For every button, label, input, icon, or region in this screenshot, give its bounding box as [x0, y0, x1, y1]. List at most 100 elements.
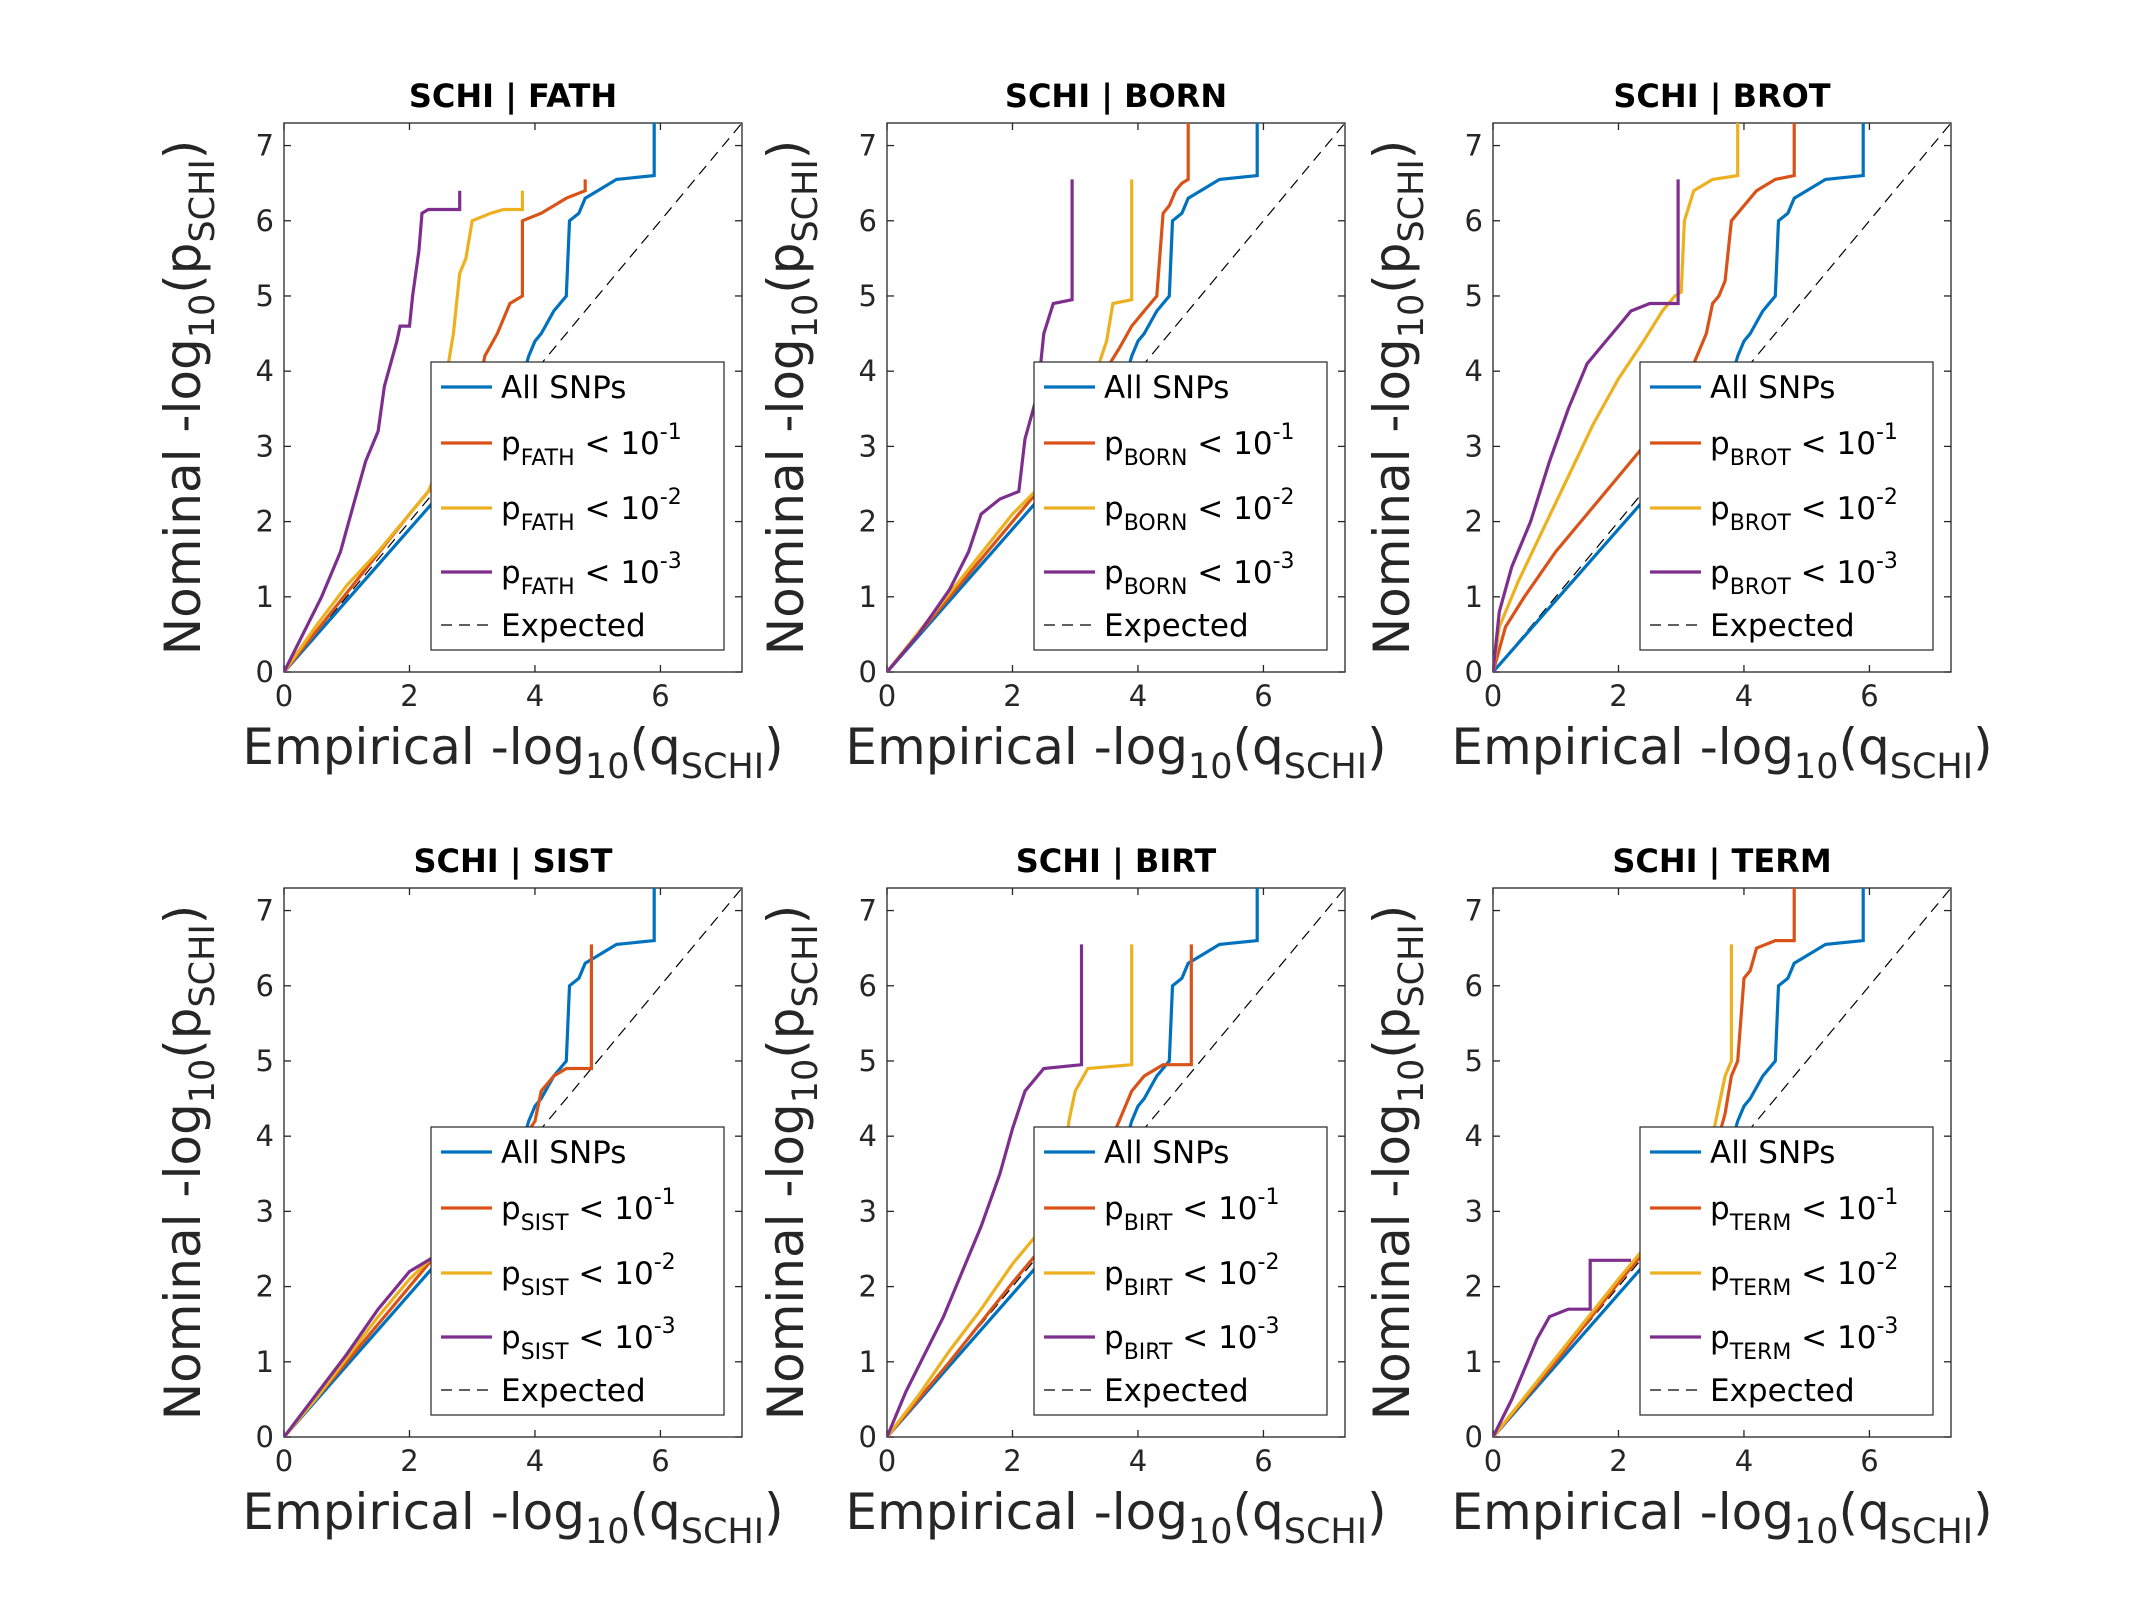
x-tick-label: 2: [1003, 1444, 1021, 1478]
y-tick-label: 4: [1465, 354, 1483, 388]
y-tick-label: 7: [256, 894, 274, 928]
x-tick-label: 0: [878, 1444, 896, 1478]
legend-entry: pBORN < 10-3: [1104, 549, 1295, 600]
x-tick-label: 2: [400, 1444, 418, 1478]
legend-entry: pFATH < 10-3: [501, 549, 682, 600]
x-tick-label: 0: [275, 679, 293, 713]
chart-panel-2: 0 1 2 3 4 5 6 7 0 2 4 6 SCHI | BORN Empirical -log10(…: [757, 77, 1387, 787]
series-line-p-born-10-3: [887, 179, 1074, 672]
x-axis-label: Empirical -log10(qSCHI): [845, 1483, 1386, 1552]
legend-entry: Expected: [1104, 1373, 1249, 1409]
y-tick-label: 7: [1465, 129, 1483, 163]
legend-entry: Expected: [1104, 608, 1249, 644]
legend-box: [1033, 1126, 1328, 1416]
x-tick-label: 4: [1735, 679, 1753, 713]
chart-panel-5: 0 1 2 3 4 5 6 7 0 2 4 6 SCHI | BIRT Empirical -log10(…: [757, 842, 1387, 1552]
x-tick-label: 0: [878, 679, 896, 713]
y-tick-label: 5: [1465, 279, 1483, 313]
chart-panel-4: 0 1 2 3 4 5 6 7 0 2 4 6 SCHI | SIST Empirical -log10(…: [154, 842, 784, 1552]
x-tick-label: 6: [1254, 679, 1272, 713]
y-tick-label: 4: [859, 354, 877, 388]
legend-entry: All SNPs: [501, 1135, 626, 1171]
series-group: [887, 888, 1345, 1437]
y-tick-label: 0: [1465, 655, 1483, 689]
y-tick-label: 5: [859, 279, 877, 313]
x-tick-label: 2: [400, 679, 418, 713]
series-line-p-brot-10-3: [1493, 179, 1680, 672]
series-line-expected: [284, 123, 742, 672]
y-tick-label: 4: [1465, 1119, 1483, 1153]
chart-panel-3: 0 1 2 3 4 5 6 7 0 2 4 6 SCHI | BROT Empirical -log10(…: [1363, 77, 1993, 787]
series-line-expected: [887, 123, 1345, 672]
legend-entry: pBIRT < 10-2: [1104, 1250, 1279, 1301]
chart-title: SCHI | TERM: [1612, 842, 1831, 881]
x-tick-label: 6: [1860, 679, 1878, 713]
y-tick-label: 3: [1465, 429, 1483, 463]
y-tick-label: 1: [859, 580, 877, 614]
legend-entry: pFATH < 10-2: [501, 485, 682, 536]
y-tick-label: 7: [256, 129, 274, 163]
y-tick-label: 5: [256, 279, 274, 313]
y-tick-label: 0: [859, 655, 877, 689]
y-tick-label: 3: [256, 1194, 274, 1228]
series-line-p-sist-10-3: [284, 1255, 436, 1437]
x-tick-label: 4: [1129, 1444, 1147, 1478]
series-line-p-fath-10-2: [284, 190, 525, 672]
y-tick-label: 1: [1465, 1345, 1483, 1379]
legend-entry: Expected: [1710, 1373, 1855, 1409]
y-tick-label: 6: [1465, 969, 1483, 1003]
y-tick-label: 4: [256, 1119, 274, 1153]
chart-panel-6: 0 1 2 3 4 5 6 7 0 2 4 6 SCHI | TERM Empirical -log10(…: [1363, 842, 1993, 1552]
series-line-p-fath-10-3: [284, 190, 462, 672]
y-tick-label: 0: [859, 1420, 877, 1454]
legend-entry: pFATH < 10-1: [501, 420, 682, 471]
y-axis-label: Nominal -log10(pSCHI): [1363, 140, 1432, 656]
y-tick-label: 6: [1465, 204, 1483, 238]
y-tick-label: 6: [256, 969, 274, 1003]
x-tick-label: 0: [1484, 1444, 1502, 1478]
y-tick-label: 1: [1465, 580, 1483, 614]
series-line-expected: [1493, 123, 1951, 672]
y-axis-label: Nominal -log10(pSCHI): [154, 140, 223, 656]
legend-entry: pBROT < 10-2: [1710, 485, 1898, 536]
legend: All SNPs pSIST < 10-1 pSIST < 10-2 pSIST < …: [430, 1126, 725, 1416]
y-tick-label: 6: [256, 204, 274, 238]
chart-title: SCHI | SIST: [413, 842, 612, 881]
series-line-p-sist-10-1: [284, 944, 594, 1437]
series-line-expected: [1493, 888, 1951, 1437]
series-line-expected: [284, 888, 742, 1437]
series-line-p-birt-10-3: [887, 944, 1084, 1437]
x-tick-label: 4: [1735, 1444, 1753, 1478]
y-tick-label: 2: [1465, 1270, 1483, 1304]
series-line-expected: [887, 888, 1345, 1437]
legend-box: [1033, 361, 1328, 651]
x-tick-label: 2: [1609, 1444, 1627, 1478]
y-tick-label: 3: [859, 1194, 877, 1228]
y-tick-label: 3: [859, 429, 877, 463]
y-tick-label: 1: [859, 1345, 877, 1379]
legend-entry: pBROT < 10-3: [1710, 549, 1898, 600]
x-axis-label: Empirical -log10(qSCHI): [845, 718, 1386, 787]
legend-entry: All SNPs: [1710, 370, 1835, 406]
x-tick-label: 0: [275, 1444, 293, 1478]
legend-box: [1639, 361, 1934, 651]
y-tick-label: 3: [256, 429, 274, 463]
x-axis-label: Empirical -log10(qSCHI): [1451, 718, 1992, 787]
y-tick-label: 1: [256, 580, 274, 614]
y-tick-label: 5: [859, 1044, 877, 1078]
chart-title: SCHI | BROT: [1613, 77, 1830, 116]
y-tick-label: 5: [1465, 1044, 1483, 1078]
y-tick-label: 5: [256, 1044, 274, 1078]
legend-entry: pBIRT < 10-3: [1104, 1314, 1279, 1365]
x-tick-label: 2: [1609, 679, 1627, 713]
x-tick-label: 4: [526, 679, 544, 713]
series-line-p-born-10-1: [887, 123, 1190, 672]
x-axis-label: Empirical -log10(qSCHI): [242, 1483, 783, 1552]
y-tick-label: 6: [859, 204, 877, 238]
chart-title: SCHI | BORN: [1005, 77, 1227, 116]
y-tick-label: 1: [256, 1345, 274, 1379]
legend-entry: pSIST < 10-1: [501, 1185, 676, 1236]
y-tick-label: 2: [256, 1270, 274, 1304]
legend: All SNPs pTERM < 10-1 pTERM < 10-2 pTERM < …: [1639, 1126, 1934, 1416]
y-tick-label: 0: [1465, 1420, 1483, 1454]
